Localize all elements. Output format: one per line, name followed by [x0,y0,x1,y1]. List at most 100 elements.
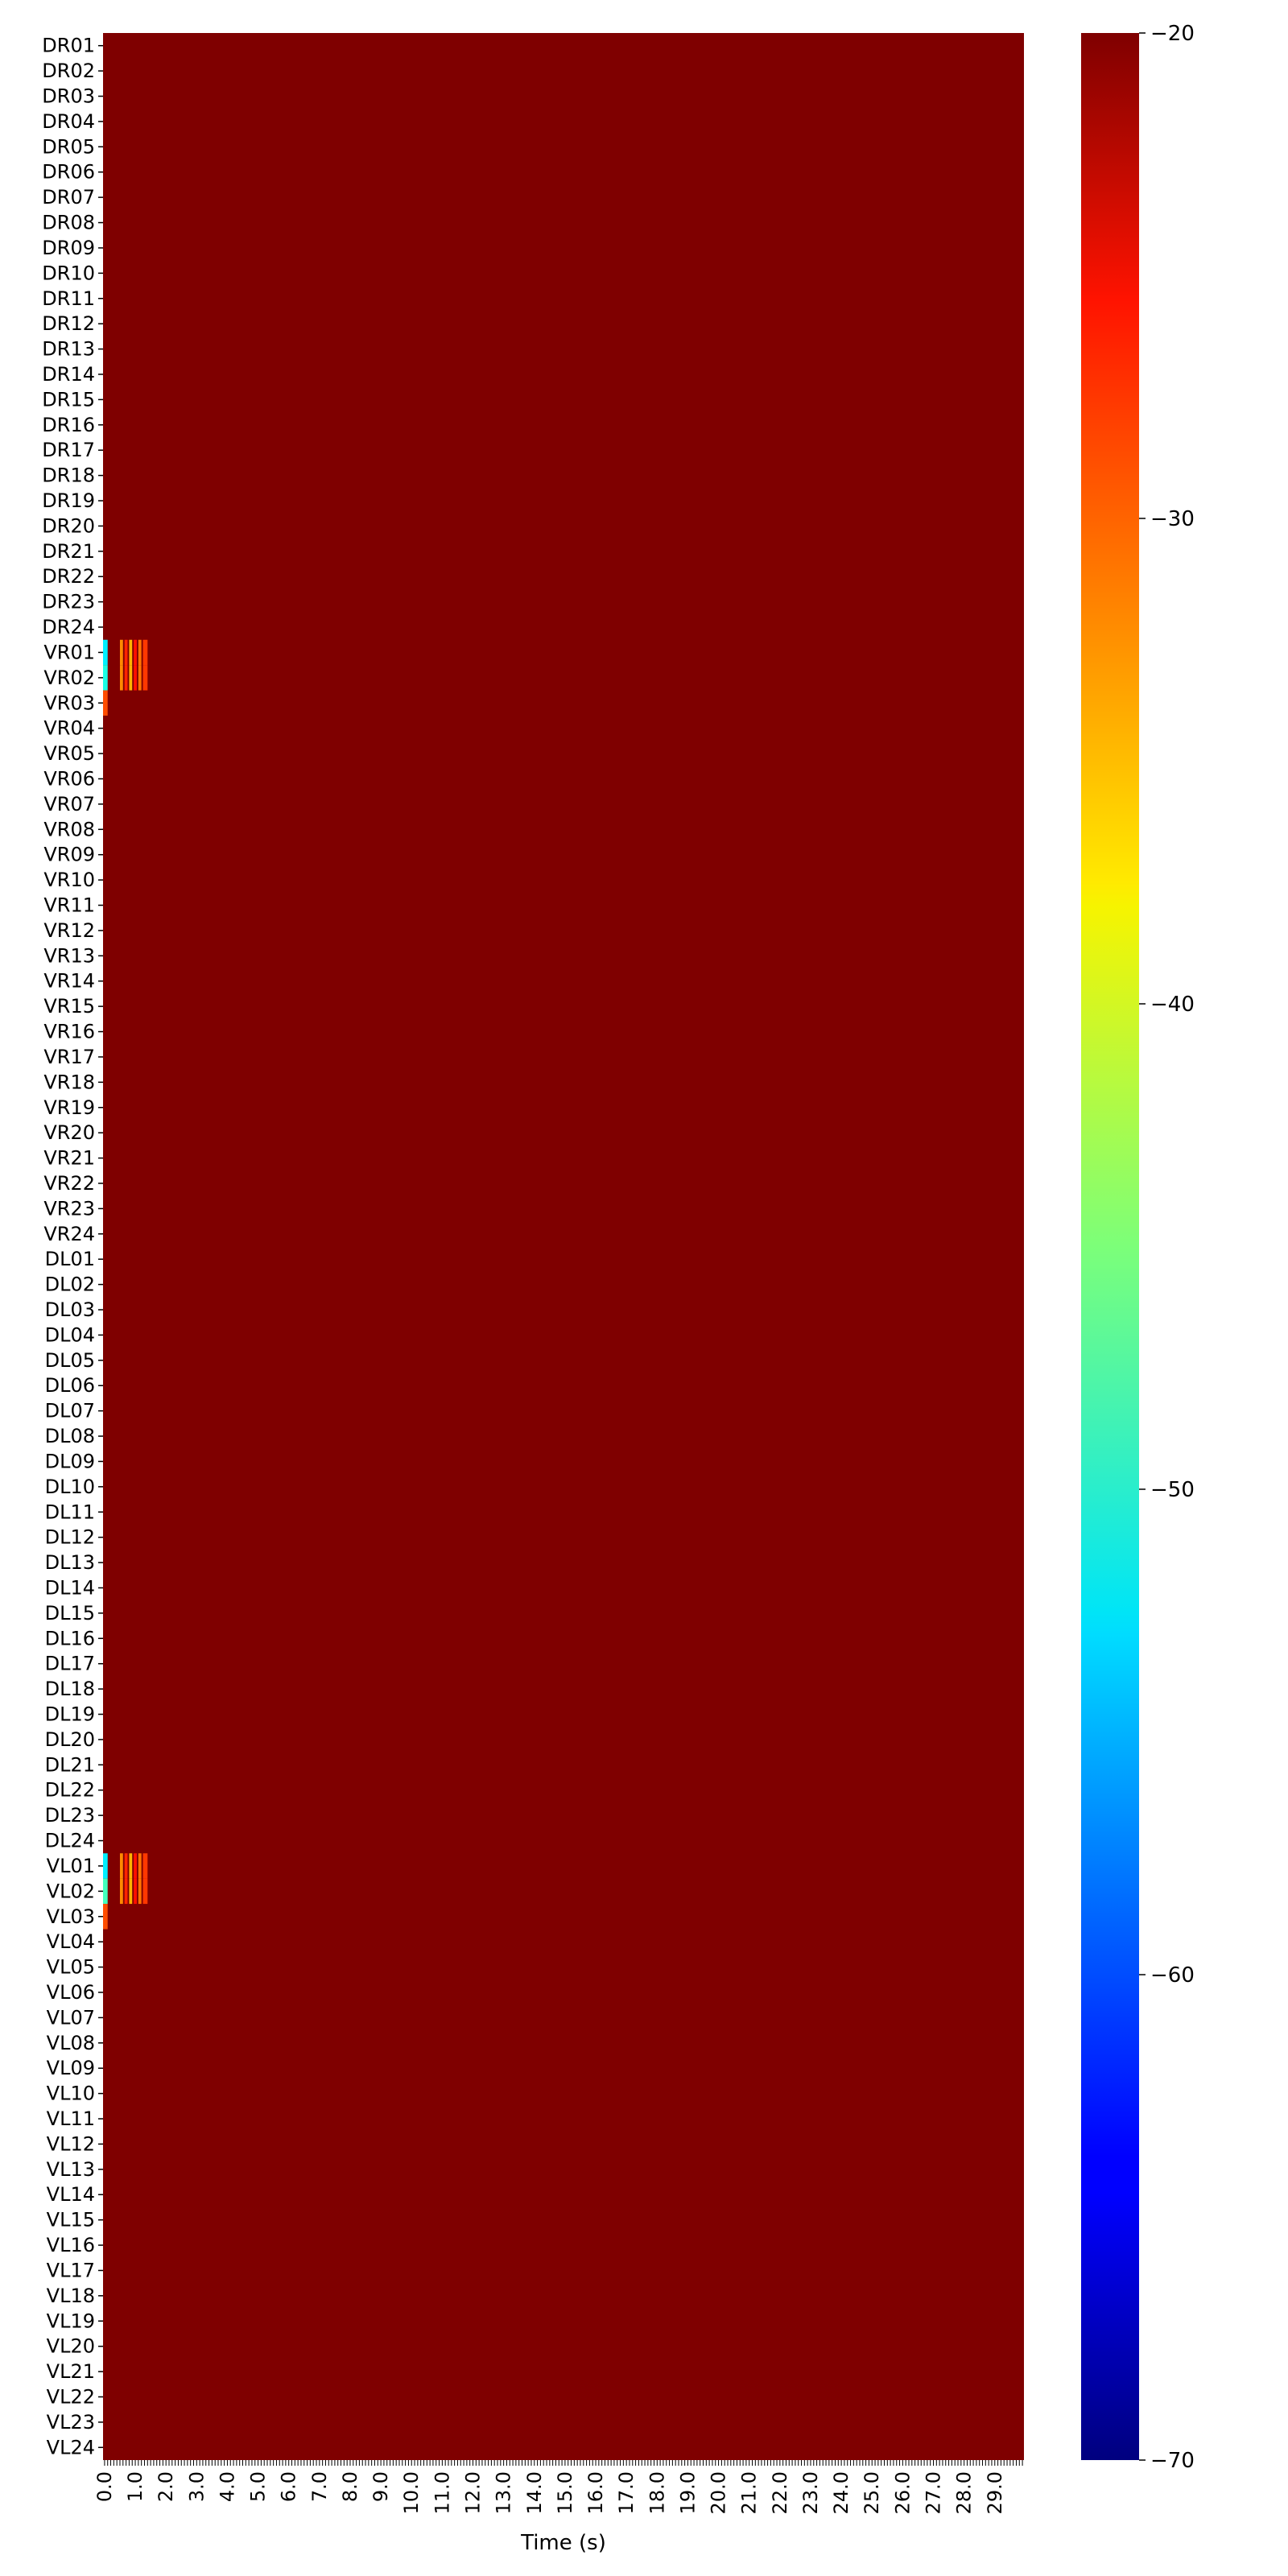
y-tick-label: DR22 [42,565,95,588]
y-tick-label: VL01 [47,1855,95,1877]
y-tick-label: DR24 [42,616,95,638]
y-tick-label: DL22 [45,1779,95,1802]
x-axis-label: Time (s) [520,2531,606,2555]
y-tick-label: DL12 [45,1526,95,1549]
heatmap-cell-vr02 [129,665,133,691]
y-tick-label: DR11 [42,287,95,310]
y-tick-label: DL11 [45,1501,95,1523]
heatmap-cell-vr01 [142,639,148,666]
y-tick-label: VL02 [47,1880,95,1902]
x-tick-label: 10.0 [400,2471,423,2514]
colorbar-gradient [1081,33,1139,2460]
y-tick-label: VR07 [43,793,95,815]
y-tick-label: DL01 [45,1248,95,1270]
heatmap-cell-vr02 [124,665,128,691]
y-tick-label: VR23 [43,1197,95,1220]
y-tick-label: DR19 [42,489,95,512]
y-tick-label: VL16 [47,2234,95,2256]
heatmap-cell-vr01 [119,639,123,666]
y-tick-label: VR08 [43,818,95,840]
x-tick-label: 20.0 [708,2471,730,2514]
heatmap-cell-vl01 [142,1853,148,1879]
y-tick-label: DR06 [42,161,95,184]
heatmap-cell-vl01 [124,1853,128,1879]
y-tick-label: VL05 [47,1956,95,1979]
heatmap-cell-vl02 [129,1878,133,1905]
y-tick-label: VR11 [43,894,95,917]
y-tick-label: VL23 [47,2411,95,2434]
y-tick-label: VL22 [47,2385,95,2408]
x-tick-label: 18.0 [646,2471,668,2514]
heatmap-cell-vl01 [138,1853,142,1879]
colorbar-tick-label: −60 [1150,1963,1195,1988]
y-tick-label: DL24 [45,1830,95,1852]
y-tick-label: VR04 [43,717,95,740]
y-tick-label: VL08 [47,2032,95,2054]
x-tick-label: 3.0 [185,2471,208,2502]
x-tick-label: 15.0 [554,2471,576,2514]
y-tick-label: VL06 [47,1981,95,2004]
x-tick-label: 26.0 [891,2471,914,2514]
heatmap-cell-vr01 [103,639,108,666]
y-tick-label: VR20 [43,1121,95,1144]
y-tick-label: DR07 [42,186,95,208]
y-tick-label: VL24 [47,2436,95,2458]
y-tick-label: DR04 [42,110,95,133]
y-tick-label: DL19 [45,1703,95,1726]
x-tick-label: 13.0 [493,2471,515,2514]
y-tick-label: DR20 [42,514,95,537]
colorbar-tick-label: −70 [1150,2449,1195,2473]
y-tick-label: DR02 [42,60,95,82]
x-tick-label: 22.0 [769,2471,791,2514]
x-tick-label: 29.0 [984,2471,1006,2514]
y-tick-label: DR14 [42,363,95,386]
heatmap-cell-vl01 [134,1853,137,1879]
heatmap-plot-area [103,33,1024,2460]
y-tick-label: VR13 [43,944,95,967]
y-tick-label: DL03 [45,1298,95,1321]
colorbar-tick-label: −50 [1150,1478,1195,1502]
y-tick-label: VL11 [47,2107,95,2130]
y-tick-label: DL18 [45,1678,95,1700]
y-tick-label: VR05 [43,742,95,765]
x-tick-label: 16.0 [584,2471,607,2514]
x-tick-label: 25.0 [861,2471,883,2514]
y-tick-label: DR15 [42,388,95,411]
colorbar-ticks: −20 −30 −40 −50 −60 −70 [1139,22,1195,2473]
y-tick-label: VL03 [47,1905,95,1928]
y-tick-label: VR12 [43,919,95,942]
y-tick-label: DR05 [42,135,95,158]
heatmap-cell-vr01 [134,639,137,666]
heatmap-cell-vr02 [134,665,137,691]
colorbar-tick-label: −20 [1150,22,1195,46]
y-tick-label: VR06 [43,767,95,790]
y-tick-label: DL14 [45,1576,95,1599]
y-tick-label: DR12 [42,312,95,335]
x-tick-label: 2.0 [155,2471,177,2502]
y-tick-label: DL08 [45,1425,95,1447]
x-tick-label: 7.0 [308,2471,331,2502]
y-tick-label: VR21 [43,1147,95,1170]
y-tick-label: VL12 [47,2132,95,2155]
heatmap-cell-vl03 [103,1904,108,1930]
y-tick-label: DL04 [45,1323,95,1346]
y-tick-label: VR01 [43,641,95,663]
heatmap-cell-vr01 [129,639,133,666]
x-tick-label: 28.0 [953,2471,976,2514]
y-tick-label: DR18 [42,464,95,487]
x-tick-label: 14.0 [523,2471,546,2514]
heatmap-cell-vr02 [119,665,123,691]
y-tick-label: VL17 [47,2259,95,2281]
y-tick-label: VR16 [43,1021,95,1043]
y-tick-label: DL07 [45,1400,95,1422]
x-tick-label: 27.0 [923,2471,945,2514]
x-tick-label: 11.0 [431,2471,453,2514]
heatmap-cell-vr01 [124,639,128,666]
heatmap-cell-vr02 [103,665,108,691]
y-tick-label: VR09 [43,844,95,866]
heatmap-cell-vr01 [138,639,142,666]
y-tick-label: VL09 [47,2057,95,2079]
x-tick-label: 19.0 [676,2471,699,2514]
y-tick-label: VL15 [47,2209,95,2231]
